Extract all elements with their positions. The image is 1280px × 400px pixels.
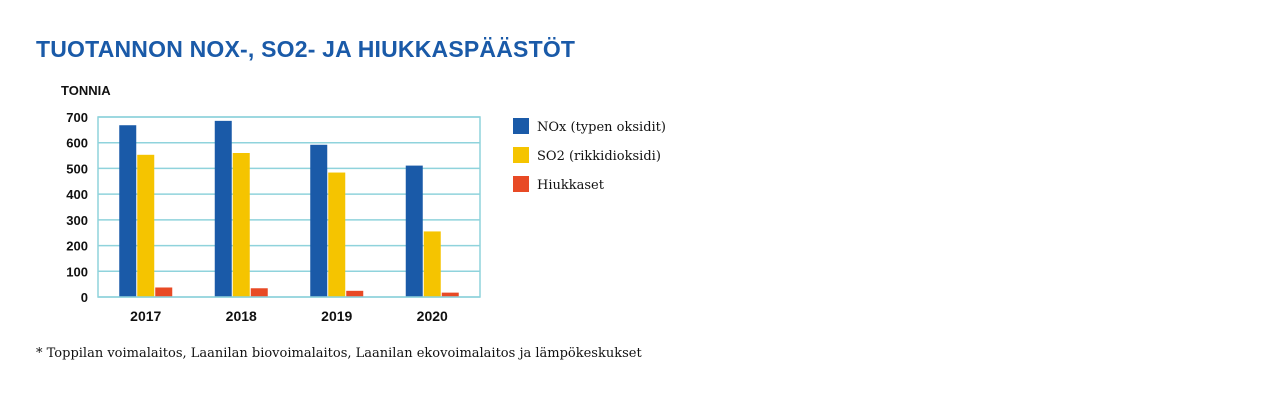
legend-label: SO2 (rikkidioksidi) <box>537 149 661 164</box>
y-tick-label: 400 <box>66 187 88 202</box>
x-tick-label: 2020 <box>417 308 448 324</box>
y-tick-label: 300 <box>66 213 88 228</box>
bar-2017-series-1 <box>137 154 155 297</box>
bar-2018-series-0 <box>214 120 232 297</box>
bars <box>119 120 459 297</box>
chart-title: TUOTANNON NOX-, SO2- JA HIUKKASPÄÄSTÖT <box>36 36 576 62</box>
legend: NOx (typen oksidit) SO2 (rikkidioksidi) Hi… <box>513 118 666 193</box>
bar-2018-series-2 <box>250 288 268 297</box>
y-tick-label: 0 <box>81 290 88 305</box>
y-axis-label: TONNIA <box>61 83 111 98</box>
bar-2019-series-1 <box>328 172 346 297</box>
y-tick-label: 200 <box>66 239 88 254</box>
y-tick-labels: 0 100 200 300 400 500 600 700 <box>66 110 88 305</box>
x-tick-label: 2018 <box>226 308 257 324</box>
bar-2019-series-2 <box>346 290 364 297</box>
bar-2020-series-0 <box>405 165 423 297</box>
legend-label: Hiukkaset <box>537 178 605 193</box>
legend-label: NOx (typen oksidit) <box>537 120 666 135</box>
y-tick-label: 700 <box>66 110 88 125</box>
y-tick-label: 100 <box>66 264 88 279</box>
plot-border <box>97 116 481 298</box>
legend-swatch <box>513 118 529 134</box>
footnote: * Toppilan voimalaitos, Laanilan biovoim… <box>36 346 642 361</box>
y-tick-label: 600 <box>66 136 88 151</box>
bar-2020-series-2 <box>441 292 459 297</box>
bar-2017-series-2 <box>155 287 173 297</box>
legend-swatch <box>513 176 529 192</box>
y-tick-label: 500 <box>66 161 88 176</box>
bar-2020-series-1 <box>423 231 441 297</box>
bar-2017-series-0 <box>119 125 137 297</box>
x-tick-label: 2019 <box>321 308 352 324</box>
bar-2019-series-0 <box>310 144 328 297</box>
legend-swatch <box>513 147 529 163</box>
x-tick-labels: 2017 2018 2019 2020 <box>130 308 448 324</box>
bar-2018-series-1 <box>232 153 250 297</box>
x-tick-label: 2017 <box>130 308 161 324</box>
